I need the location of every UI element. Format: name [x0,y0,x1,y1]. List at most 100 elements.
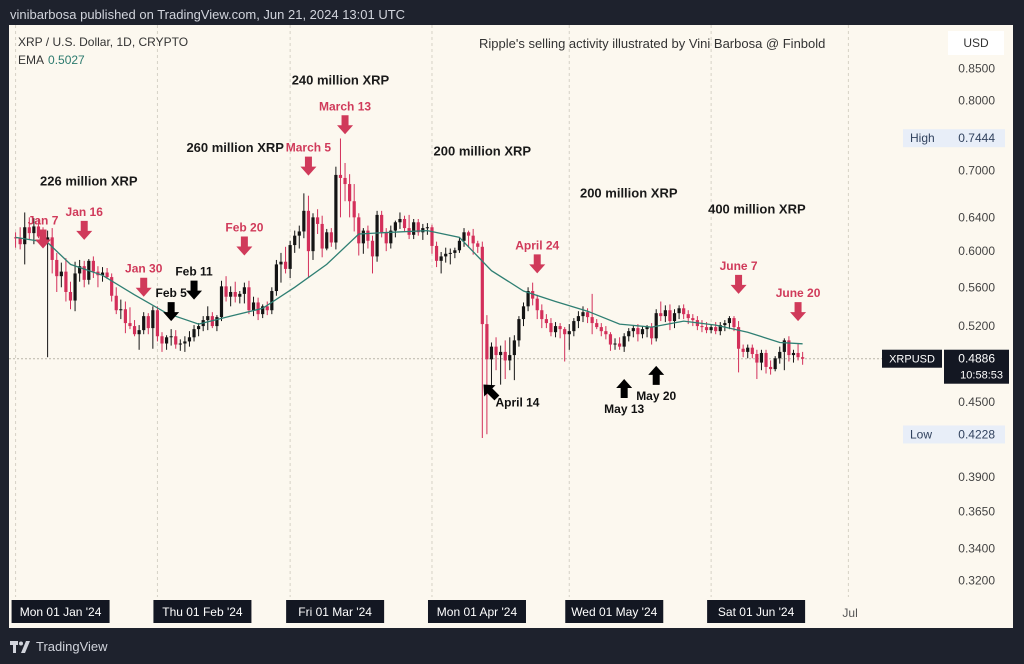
candle-body [183,341,187,344]
candle-body [727,318,732,324]
candle-body [764,352,768,367]
tradingview-logo-icon [10,640,30,653]
candle-body [444,253,448,257]
candle-body [288,245,292,269]
candle-body [732,318,736,328]
candle-body [782,340,786,352]
chart-area[interactable]: 226 million XRP 260 million XRP 240 millio… [9,25,1013,628]
x-tick-label: Jul [842,606,857,620]
candle-body [801,357,805,359]
candle-body [32,226,36,234]
candle-body [508,355,512,361]
chart-title: Ripple's selling activity illustrated by… [479,36,825,51]
candle-body [489,346,494,360]
sell-marker-arrow [337,115,354,135]
high-badge [903,129,1005,148]
candle-body [535,298,539,311]
amount-label: 226 million XRP [40,174,138,189]
event-label: Feb 11 [175,265,213,279]
candle-body [704,327,709,331]
sell-marker-label: June 7 [720,259,758,273]
candle-body [462,232,466,241]
candle-body [357,217,361,244]
candle-body [412,222,416,235]
amount-label: 200 million XRP [434,144,532,159]
event-arrow-down [163,302,180,322]
candle-body [622,336,626,347]
candle-body [494,346,498,356]
y-tick-label: 0.3400 [958,542,995,556]
candle-body [229,291,233,297]
candle-body [137,330,141,335]
candle-body [114,295,118,311]
x-tick-label: Thu 01 Feb '24 [162,605,243,619]
candle-body [343,177,347,185]
amount-label: 200 million XRP [580,185,678,200]
sell-marker-arrow [730,274,747,294]
y-tick-label: 0.5600 [958,280,995,294]
candle-body [297,231,301,236]
candle-body [68,291,73,301]
y-tick-label: 0.3650 [958,504,995,518]
candle-body [261,306,265,315]
candle-body [352,201,356,218]
x-tick-label: Fri 01 Mar '24 [298,605,372,619]
candle-body [645,327,649,330]
candle-body [155,310,160,337]
candle-body [453,250,457,253]
candle-body [320,223,324,249]
candle-body [146,316,150,329]
y-tick-label: 0.8000 [958,93,995,107]
last-price-countdown: 10:58:53 [960,370,1003,382]
candle-body [302,210,306,232]
candle-body [677,308,681,314]
candle-body [553,326,558,333]
candle-body [581,312,585,317]
candle-body [238,293,242,297]
candle-body [723,323,727,326]
candle-body [526,291,530,307]
candle-body [142,316,146,331]
candle-body [567,331,571,335]
candle-body [380,214,384,233]
candle-body [283,261,288,269]
candle-body [366,230,370,241]
low-badge-value: 0.4228 [958,427,995,441]
candle-body [558,326,562,330]
candle-body [174,336,178,345]
sell-marker-arrow [529,254,546,274]
candle-body [224,286,228,297]
y-tick-label: 0.5200 [958,319,995,333]
candle-body [796,352,800,358]
candle-body [270,291,274,311]
candle-body [160,336,164,344]
candle-body [46,237,50,240]
candle-body [233,291,237,297]
candle-body [778,351,782,359]
candle-body [206,316,210,321]
candle-body [640,329,645,335]
event-arrow-up [648,365,665,385]
x-tick-badge [286,600,385,623]
candle-body [197,326,201,330]
candle-body [59,271,63,277]
candle-body [746,347,750,352]
candle-body [714,327,718,332]
sell-marker-label: June 20 [776,286,821,300]
y-tick-label: 0.6400 [958,210,995,224]
tradingview-brand: TradingView [10,639,108,654]
candle-body [466,232,471,236]
last-price-badge [944,349,1009,384]
candle-body [384,232,388,244]
amount-label: 260 million XRP [186,140,284,155]
candle-body [631,328,635,332]
publish-header: vinibarbosa published on TradingView.com… [10,7,406,22]
chart-svg[interactable]: 226 million XRP 260 million XRP 240 millio… [9,25,1013,628]
candle-body [325,232,329,249]
currency-box[interactable] [948,31,1004,55]
candle-body [416,222,420,233]
candle-body [251,302,256,311]
y-tick-label: 0.3200 [958,573,995,587]
candle-body [78,266,82,274]
